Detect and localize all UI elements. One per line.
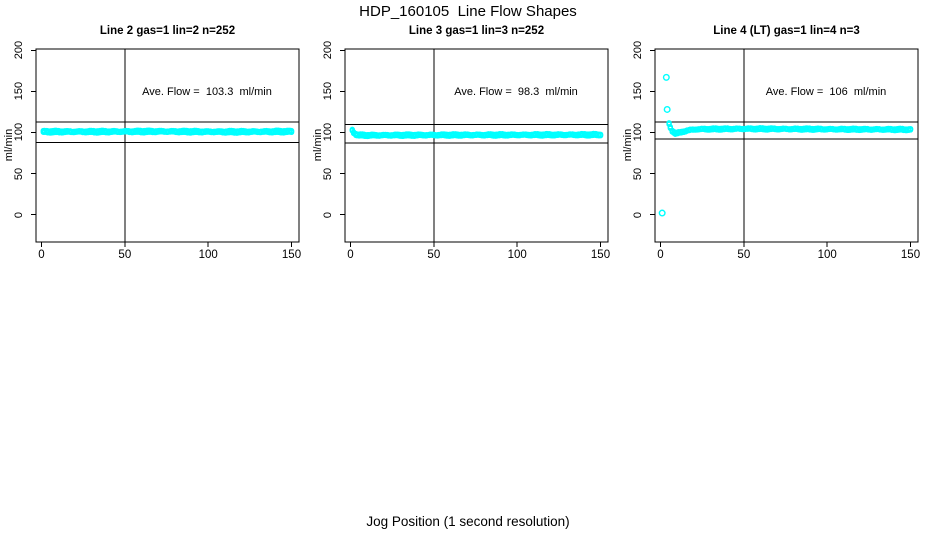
ave-flow-annotation: Ave. Flow = 103.3 ml/min [142, 86, 272, 98]
x-axis-label: Jog Position (1 second resolution) [366, 514, 570, 529]
plot-box [344, 48, 609, 243]
plot-box [654, 48, 919, 243]
x-tick-label: 0 [38, 249, 45, 261]
plot-box [35, 48, 300, 243]
flow-outlier-point [662, 73, 670, 81]
plot-area [340, 48, 609, 247]
panel-title: Line 4 (LT) gas=1 lin=4 n=3 [713, 25, 860, 37]
main-title: HDP_160105 Line Flow Shapes [359, 3, 577, 20]
ave-flow-annotation: Ave. Flow = 98.3 ml/min [454, 86, 578, 98]
y-axis-label: ml/min [312, 128, 324, 162]
y-axis-label: ml/min [3, 128, 15, 162]
x-tick-label: 100 [507, 249, 527, 261]
y-axis-label: ml/min [622, 128, 634, 162]
panel-title: Line 3 gas=1 lin=3 n=252 [408, 25, 545, 37]
x-tick-label: 50 [427, 249, 441, 261]
panel-title: Line 2 gas=1 lin=2 n=252 [99, 25, 236, 37]
flow-data-point [907, 127, 914, 133]
plot-area [31, 48, 300, 247]
x-tick-label: 50 [737, 249, 751, 261]
plot-area [650, 48, 919, 247]
plot-panel-line3: Line 3 gas=1 lin=3 n=252 Ave. Flow = 98.… [309, 0, 619, 290]
plot-panel-line4: Line 4 (LT) gas=1 lin=4 n=3 Ave. Flow = … [619, 0, 929, 290]
x-tick-label: 100 [198, 249, 218, 261]
flow-data-point [288, 129, 295, 135]
x-tick-label: 150 [900, 249, 921, 261]
x-tick-label: 100 [817, 249, 837, 261]
x-tick-label: 50 [118, 249, 132, 261]
ave-flow-annotation: Ave. Flow = 106 ml/min [765, 86, 887, 98]
flow-data-point [597, 133, 604, 139]
x-tick-label: 0 [347, 249, 354, 261]
x-tick-label: 150 [590, 249, 611, 261]
x-tick-label: 150 [281, 249, 302, 261]
flow-outlier-point [663, 105, 671, 113]
flow-outlier-point [658, 209, 666, 217]
x-tick-label: 0 [657, 249, 664, 261]
y-tick-label: 200 [632, 41, 644, 60]
y-tick-label: 200 [322, 41, 334, 60]
plot-panel-line2: Line 2 gas=1 lin=2 n=252 Ave. Flow = 103… [0, 0, 310, 290]
y-tick-label: 200 [13, 41, 25, 60]
